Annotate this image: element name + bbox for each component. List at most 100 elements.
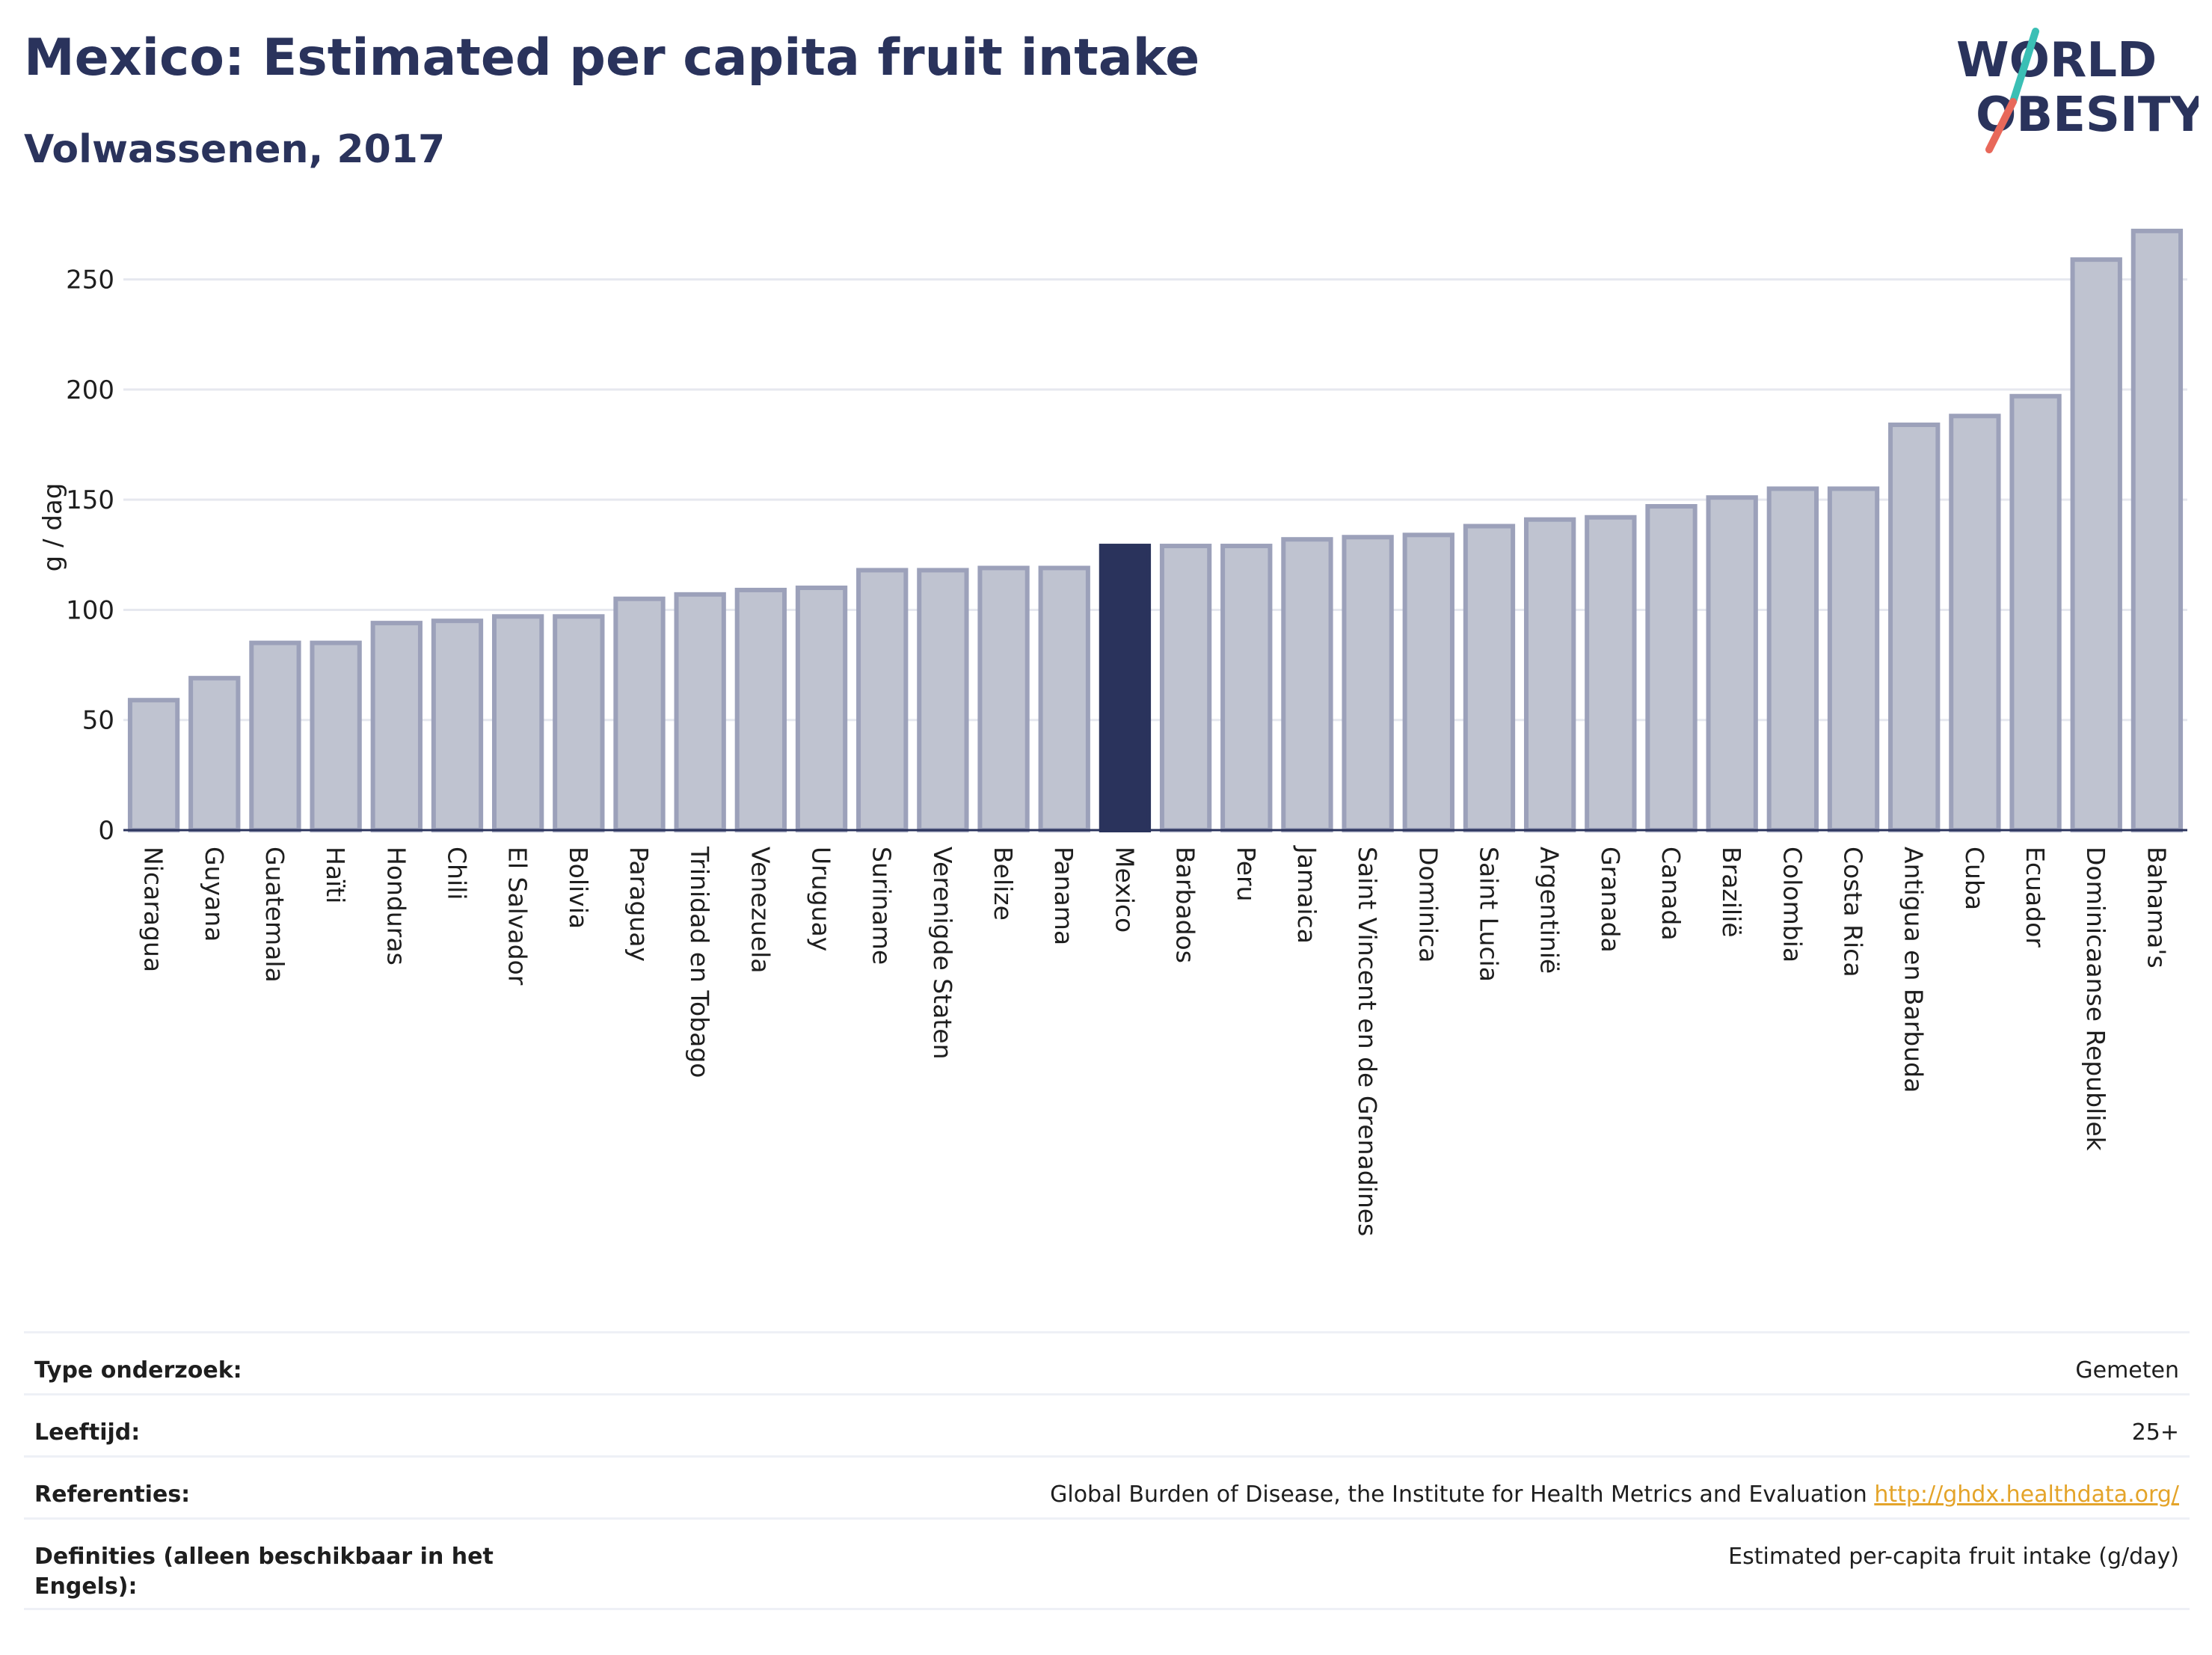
x-tick-label: Peru (1232, 847, 1261, 902)
x-tick-label: Saint Vincent en de Grenadines (1353, 847, 1382, 1236)
info-row-definitions: Definities (alleen beschikbaar in het En… (24, 1517, 2190, 1610)
bar (977, 565, 1030, 832)
y-tick-labels: 0 50 100 150 200 250 (66, 265, 114, 846)
world-obesity-logo: WORLD OBESITY (1956, 28, 2199, 153)
x-tick-label: Haïti (321, 847, 350, 903)
x-tick-label: Mexico (1110, 847, 1139, 933)
x-tick-labels: Nicaragua Guyana Guatemala Haïti Honduras Chi… (139, 845, 2172, 1236)
bar (249, 640, 301, 832)
bar (1463, 523, 1516, 832)
x-tick-label: Bahama's (2142, 847, 2171, 968)
bar (1888, 423, 1941, 832)
bar (310, 640, 362, 832)
chart-subtitle: Volwassenen, 2017 (24, 127, 446, 172)
bar (613, 596, 666, 833)
bar (2130, 228, 2184, 832)
info-row-references: Referenties: Global Burden of Disease, t… (24, 1455, 2190, 1517)
x-tick-label: Venezuela (746, 847, 775, 973)
x-tick-label: Chili (442, 847, 471, 900)
info-value: 25+ (2131, 1419, 2179, 1446)
info-label: Leeftijd: (34, 1419, 141, 1446)
x-tick-label: Antigua en Barbuda (1899, 847, 1929, 1093)
x-tick-label: Guatemala (260, 847, 289, 983)
bar (1706, 495, 1758, 833)
bar (2070, 257, 2122, 832)
x-tick-label: Granada (1596, 847, 1625, 953)
logo-slash-top (2009, 28, 2039, 105)
x-tick-label: Guyana (200, 847, 229, 942)
bar (795, 586, 848, 832)
bar (734, 587, 787, 832)
x-tick-label: Bolivia (564, 847, 593, 929)
y-tick-label: 50 (82, 706, 114, 736)
info-row-type: Type onderzoek: Gemeten (24, 1331, 2190, 1393)
info-value: Estimated per-capita fruit intake (g/day… (1728, 1544, 2179, 1570)
x-tick-label: Suriname (867, 847, 897, 965)
bar (1949, 414, 2001, 832)
chart-title: Mexico: Estimated per capita fruit intak… (24, 28, 1200, 87)
x-tick-label: Brazilië (1717, 847, 1746, 938)
x-tick-label: Canada (1656, 847, 1686, 941)
bar (1766, 486, 1819, 832)
y-tick-label: 0 (98, 816, 114, 846)
x-tick-label: Verenigde Staten (928, 847, 957, 1060)
y-tick-label: 100 (66, 595, 114, 625)
info-table: Type onderzoek: Gemeten Leeftijd: 25+ Re… (24, 1331, 2190, 1610)
x-tick-label: Saint Lucia (1474, 847, 1503, 982)
x-tick-label: Argentinië (1535, 847, 1564, 974)
x-tick-label: Belize (989, 847, 1018, 921)
x-tick-label: Paraguay (624, 847, 654, 962)
bar (431, 618, 484, 832)
bar (1159, 544, 1212, 832)
x-tick-label: Cuba (1960, 847, 1989, 910)
info-label: Type onderzoek: (34, 1357, 242, 1384)
bar-highlight (1099, 544, 1152, 832)
y-tick-label: 250 (66, 265, 114, 295)
y-tick-label: 150 (66, 485, 114, 515)
bar (188, 675, 241, 832)
bar (1220, 544, 1273, 832)
bar (127, 698, 180, 833)
x-tick-label: Honduras (381, 847, 411, 965)
info-label: Referenties: (34, 1481, 191, 1508)
bar (1645, 504, 1698, 832)
bar (2009, 393, 2062, 832)
bar (553, 614, 605, 832)
x-tick-label: Uruguay (807, 847, 836, 951)
x-tick-label: Panama (1049, 847, 1078, 945)
info-value: Global Burden of Disease, the Institute … (1050, 1480, 2190, 1510)
x-tick-label: Barbados (1171, 847, 1200, 963)
reference-link[interactable]: http://ghdx.healthdata.org/ (1874, 1481, 2179, 1508)
y-axis-label: g / dag (38, 483, 68, 572)
x-tick-label: Ecuador (2021, 847, 2050, 948)
x-tick-label: Dominicaanse Republiek (2081, 847, 2110, 1152)
info-row-age: Leeftijd: 25+ (24, 1393, 2190, 1455)
bar (1402, 532, 1454, 832)
logo-word-world: WORLD (1956, 33, 2157, 88)
bar-chart: 0 50 100 150 200 250 Nicaragua Guyana Guatemala… (38, 228, 2187, 1236)
bar (491, 614, 544, 832)
x-tick-label: Jamaica (1292, 845, 1321, 944)
bar (856, 568, 909, 832)
bar (1523, 517, 1576, 832)
bar (917, 568, 969, 832)
y-tick-label: 200 (66, 375, 114, 405)
x-tick-label: Nicaragua (139, 847, 168, 972)
x-tick-label: Trinidad en Tobago (685, 846, 714, 1078)
bar (370, 621, 423, 832)
info-value: Gemeten (2075, 1357, 2179, 1384)
bar (674, 592, 726, 832)
x-tick-label: Colombia (1778, 847, 1807, 962)
bars (127, 228, 2184, 833)
x-tick-label: Costa Rica (1839, 847, 1868, 977)
reference-text: Global Burden of Disease, the Institute … (1050, 1481, 1867, 1508)
info-label: Definities (alleen beschikbaar in het En… (34, 1544, 494, 1600)
bar (1585, 515, 1637, 833)
bar (1281, 537, 1333, 832)
bar (1342, 535, 1394, 832)
bar (1827, 486, 1880, 832)
bar (1038, 565, 1090, 832)
x-tick-label: El Salvador (503, 847, 532, 986)
logo-slash-bottom (1985, 98, 2017, 153)
x-tick-label: Dominica (1413, 847, 1443, 962)
